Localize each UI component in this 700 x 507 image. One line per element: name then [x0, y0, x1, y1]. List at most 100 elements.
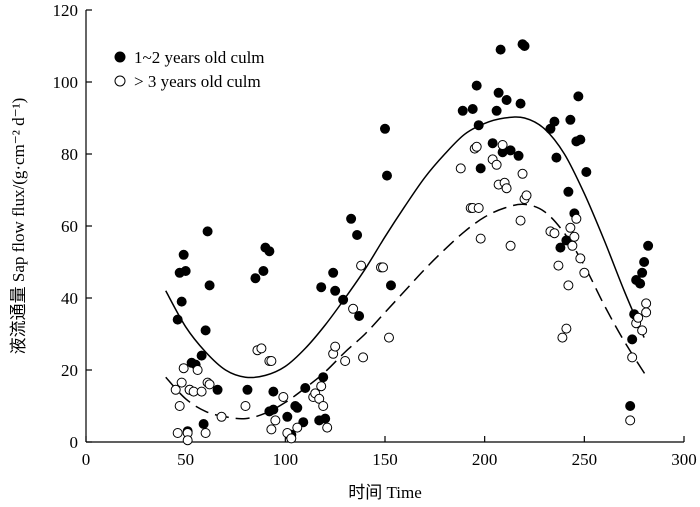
point-young-culm [212, 384, 223, 395]
point-old-culm [356, 260, 367, 271]
point-young-culm [318, 372, 329, 383]
x-tick-label: 200 [472, 450, 498, 469]
point-young-culm [635, 278, 646, 289]
point-old-culm [557, 332, 568, 343]
point-young-culm [354, 311, 365, 321]
point-young-culm [513, 150, 524, 161]
point-old-culm [170, 384, 181, 395]
point-old-culm [240, 401, 251, 411]
point-young-culm [501, 95, 512, 105]
point-young-culm [178, 249, 189, 260]
point-old-culm [178, 363, 189, 374]
point-young-culm [505, 145, 516, 156]
point-young-culm [493, 87, 504, 98]
point-young-culm [202, 226, 213, 237]
point-old-culm [501, 183, 512, 194]
point-young-culm [380, 123, 390, 134]
x-tick-label: 100 [273, 450, 299, 469]
point-old-culm [266, 356, 277, 366]
point-young-culm [282, 411, 293, 422]
point-young-culm [328, 267, 339, 278]
point-old-culm [625, 415, 636, 426]
point-old-culm [563, 280, 574, 291]
point-young-culm [242, 384, 253, 395]
point-old-culm [571, 213, 582, 224]
x-tick-label: 250 [572, 450, 598, 469]
point-old-culm [455, 163, 466, 174]
point-old-culm [517, 168, 528, 179]
point-old-culm [286, 433, 297, 444]
point-old-culm [549, 228, 560, 239]
x-axis-title: 时间 Time [348, 483, 422, 502]
legend-label-young: 1~2 years old culm [134, 48, 265, 67]
point-young-culm [352, 230, 363, 240]
point-young-culm [515, 98, 526, 109]
point-young-culm [457, 105, 468, 116]
point-old-culm [182, 435, 193, 446]
point-young-culm [475, 163, 486, 174]
point-young-culm [627, 334, 638, 345]
point-young-culm [487, 138, 498, 149]
y-tick-label: 60 [61, 217, 78, 236]
fit-line-young-culm [165, 116, 645, 379]
point-young-culm [639, 257, 650, 267]
point-old-culm [491, 159, 502, 170]
legend: 1~2 years old culm > 3 years old culm [114, 48, 265, 91]
point-young-culm [338, 294, 349, 305]
fit-lines [165, 116, 649, 420]
point-old-culm [340, 356, 351, 366]
x-tick-label: 0 [82, 450, 91, 469]
point-young-culm [381, 170, 392, 181]
point-old-culm [216, 411, 227, 422]
point-young-culm [330, 285, 341, 296]
point-young-culm [637, 267, 648, 278]
point-young-culm [346, 213, 357, 224]
y-tick-label: 40 [61, 289, 78, 308]
point-old-culm [256, 343, 267, 354]
point-young-culm [385, 280, 396, 291]
point-old-culm [575, 253, 586, 264]
point-old-culm [497, 140, 508, 150]
point-old-culm [473, 203, 484, 213]
point-young-culm [204, 280, 215, 291]
point-young-culm [495, 44, 506, 55]
point-old-culm [322, 422, 333, 433]
point-young-culm [549, 116, 560, 127]
point-old-culm [172, 428, 183, 438]
point-young-culm [467, 104, 478, 114]
point-old-culm [475, 233, 486, 244]
point-old-culm [278, 392, 289, 402]
y-axis-title: 液流通量 Sap flow flux/(g·cm⁻² d⁻¹) [9, 98, 28, 355]
point-old-culm [176, 377, 187, 388]
point-young-culm [264, 246, 275, 257]
data-points [170, 39, 654, 446]
point-young-culm [551, 152, 562, 163]
y-tick-label: 100 [53, 73, 79, 92]
point-old-culm [383, 332, 394, 343]
point-old-culm [569, 231, 580, 242]
point-old-culm [348, 303, 359, 314]
point-young-culm [573, 91, 584, 102]
legend-marker-filled [114, 51, 126, 63]
point-old-culm [192, 365, 203, 375]
point-old-culm [196, 386, 207, 397]
point-young-culm [565, 114, 576, 125]
point-young-culm [292, 402, 303, 413]
fit-line-old-culm [165, 203, 649, 420]
legend-label-old: > 3 years old culm [134, 72, 261, 91]
point-young-culm [575, 134, 586, 145]
point-old-culm [641, 307, 652, 318]
x-tick-label: 150 [372, 450, 398, 469]
y-ticks: 0 20 40 60 80 100 120 [53, 1, 92, 452]
point-young-culm [250, 273, 261, 284]
point-old-culm [200, 428, 211, 438]
x-tick-label: 50 [177, 450, 194, 469]
y-tick-label: 20 [61, 361, 78, 380]
point-old-culm [515, 215, 526, 226]
point-old-culm [266, 424, 277, 435]
point-old-culm [627, 352, 638, 363]
point-young-culm [268, 404, 279, 415]
point-young-culm [581, 167, 592, 177]
y-tick-label: 80 [61, 145, 78, 164]
